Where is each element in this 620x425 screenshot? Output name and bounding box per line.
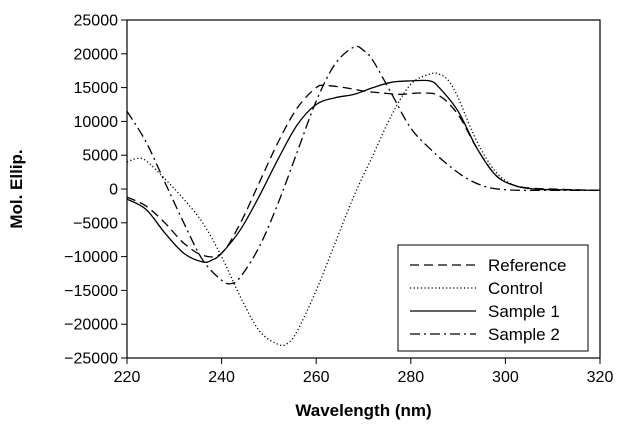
legend-label: Sample 1 [488,302,560,321]
y-tick-label: −25000 [64,351,118,368]
legend-box [397,244,589,352]
x-tick-label: 220 [114,369,141,386]
y-tick-label: 25000 [74,13,119,30]
y-tick-label: −10000 [64,249,118,266]
y-tick-label: 20000 [74,46,119,63]
y-axis-ticks: −25000 −20000 −15000 −10000 −5000 0 5000 10000 1… [64,13,127,368]
x-tick-label: 300 [492,369,519,386]
x-axis-title: Wavelength (nm) [295,401,431,420]
y-tick-label: 5000 [82,148,118,165]
x-tick-label: 280 [397,369,424,386]
series-line-reference [126,84,601,258]
y-tick-label: 10000 [74,114,119,131]
y-axis-title: Mol. Ellip. [7,149,26,228]
y-tick-label: 15000 [74,80,119,97]
series-lines [126,45,601,347]
y-tick-label: −20000 [64,317,118,334]
series-line-sample-1 [126,79,601,264]
plot-area-frame [126,19,601,359]
y-tick-label: −15000 [64,283,118,300]
x-tick-label: 240 [208,369,235,386]
legend-label: Control [488,279,543,298]
y-tick-label: −5000 [73,215,118,232]
series-line-sample-2 [126,45,600,285]
x-axis-ticks: 220 240 260 280 300 320 [114,358,614,386]
legend: Reference Control Sample 1 Sample 2 [397,244,589,352]
y-tick-label: 0 [109,182,118,199]
legend-label: Sample 2 [488,325,560,344]
x-tick-label: 320 [587,369,614,386]
legend-label: Reference [488,256,566,275]
x-tick-label: 260 [303,369,330,386]
